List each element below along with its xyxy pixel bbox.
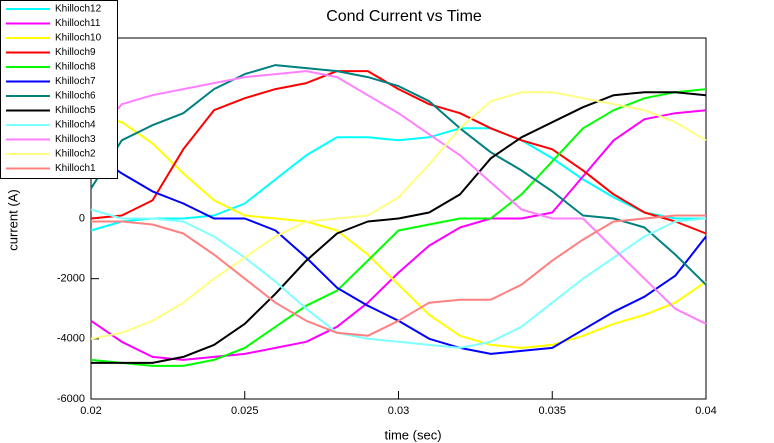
y-tick-label: -4000	[57, 333, 85, 345]
x-tick-label: 0.04	[695, 405, 716, 417]
series-line	[90, 112, 707, 349]
legend-label: Khilloch2	[55, 149, 96, 160]
x-axis-label: time (sec)	[384, 427, 441, 442]
y-axis-label: current (A)	[5, 189, 20, 250]
y-tick-label: -2000	[57, 273, 85, 285]
legend-label: Khilloch1	[55, 163, 96, 174]
legend-label: Khilloch8	[55, 62, 96, 73]
series-line	[90, 70, 707, 235]
legend-label: Khilloch11	[55, 18, 101, 29]
series-line	[90, 127, 706, 232]
series-line	[91, 91, 707, 364]
legend-box	[0, 0, 118, 179]
y-tick-label: 0	[79, 212, 85, 224]
legend-label: Khilloch4	[55, 120, 96, 131]
series-line	[90, 91, 707, 340]
legend-label: Khilloch3	[55, 134, 96, 145]
series-line	[90, 109, 707, 361]
series-line	[90, 70, 707, 325]
series-line	[90, 88, 707, 367]
legend-label: Khilloch6	[55, 91, 96, 102]
x-tick-label: 0.025	[231, 405, 259, 417]
y-tick-label: -6000	[57, 393, 85, 405]
x-tick-label: 0.02	[80, 405, 101, 417]
legend-label: Khilloch9	[55, 47, 96, 58]
series-line	[90, 208, 707, 349]
legend-label: Khilloch10	[55, 33, 102, 44]
legend-label: Khilloch7	[55, 76, 96, 87]
legend-label: Khilloch5	[55, 105, 96, 116]
chart-title: Cond Current vs Time	[326, 8, 482, 25]
x-tick-label: 0.03	[388, 405, 409, 417]
x-tick-label: 0.035	[538, 405, 566, 417]
series-line	[90, 64, 707, 286]
series-line	[91, 214, 706, 337]
legend-label: Khilloch12	[55, 4, 102, 15]
